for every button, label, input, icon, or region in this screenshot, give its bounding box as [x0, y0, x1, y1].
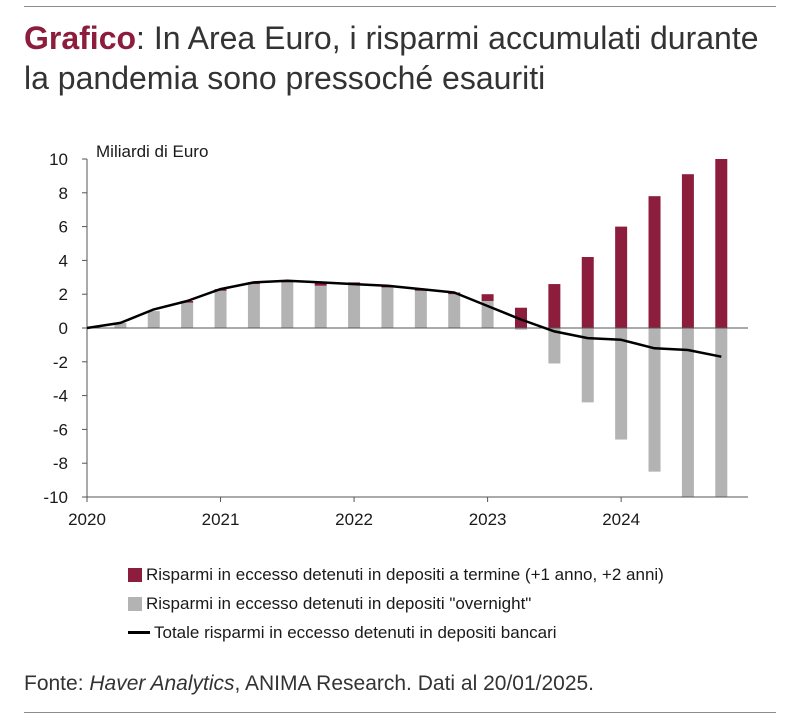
source-italic: Haver Analytics — [89, 672, 235, 695]
legend-swatch-total — [128, 631, 150, 634]
bar-overnight — [214, 290, 227, 328]
source-rest: , ANIMA Research. Dati al 20/01/2025. — [234, 672, 595, 695]
top-divider — [24, 6, 776, 7]
bar-overnight — [615, 328, 628, 440]
bar-overnight — [648, 328, 661, 472]
y-axis-label: Miliardi di Euro — [96, 142, 208, 161]
bar-term — [481, 294, 494, 301]
legend-label-overnight-deposits: Risparmi in eccesso detenuti in depositi… — [146, 593, 532, 613]
line-total — [86, 279, 722, 358]
bar-term — [581, 257, 594, 328]
source-prefix: Fonte: — [24, 672, 90, 695]
bar-overnight — [548, 328, 561, 364]
bar-overnight — [681, 328, 694, 497]
legend-swatch-overnight-deposits — [128, 596, 142, 611]
source-note: Fonte: Haver Analytics, ANIMA Research. … — [24, 672, 594, 696]
legend-item-overnight-deposits: Risparmi in eccesso detenuti in depositi… — [128, 589, 664, 618]
title-prefix: Grafico — [24, 20, 137, 56]
y-tick-label: -4 — [53, 387, 68, 406]
y-tick-label: -10 — [43, 488, 68, 507]
x-tick-label: 2020 — [68, 510, 106, 529]
bar-term — [648, 196, 661, 328]
legend-item-total: Totale risparmi in eccesso detenuti in d… — [128, 618, 664, 647]
x-tick-label: 2023 — [469, 510, 507, 529]
legend-label-term-deposits: Risparmi in eccesso detenuti in depositi… — [146, 564, 664, 584]
legend-item-term-deposits: Risparmi in eccesso detenuti in depositi… — [128, 560, 664, 589]
y-tick-label: -2 — [53, 353, 68, 372]
bar-term — [681, 174, 694, 328]
bar-term — [314, 282, 327, 286]
bar-overnight — [247, 284, 260, 328]
y-tick-label: 8 — [59, 184, 68, 203]
bar-overnight — [581, 328, 594, 403]
legend-label-total: Totale risparmi in eccesso detenuti in d… — [154, 622, 557, 642]
bar-term — [615, 226, 628, 328]
y-tick-label: -6 — [53, 420, 68, 439]
bar-overnight — [715, 328, 728, 497]
bottom-divider — [24, 712, 776, 713]
bar-term — [548, 284, 561, 328]
y-tick-label: 0 — [59, 319, 68, 338]
y-tick-label: -8 — [53, 454, 68, 473]
title-text: In Area Euro, i risparmi accumulati dura… — [24, 20, 759, 96]
bar-overnight — [281, 282, 294, 328]
y-tick-label: 6 — [59, 218, 68, 237]
title-colon: : — [136, 20, 145, 56]
bar-overnight — [448, 294, 461, 328]
legend-swatch-term-deposits — [128, 567, 142, 582]
bar-overnight — [181, 302, 194, 328]
bar-term — [514, 307, 527, 328]
bar-overnight — [114, 322, 127, 328]
bar-overnight — [314, 285, 327, 328]
bar-term — [715, 159, 728, 328]
y-tick-label: 4 — [59, 251, 68, 270]
bar-overnight — [514, 328, 527, 330]
x-tick-label: 2024 — [602, 510, 640, 529]
bar-overnight — [414, 290, 427, 328]
bar-overnight — [348, 284, 361, 328]
y-tick-label: 2 — [59, 285, 68, 304]
x-tick-label: 2021 — [202, 510, 240, 529]
chart-legend: Risparmi in eccesso detenuti in depositi… — [128, 560, 664, 647]
page-title: Grafico: In Area Euro, i risparmi accumu… — [24, 18, 784, 98]
y-tick-label: 10 — [49, 150, 68, 169]
bar-overnight — [381, 287, 394, 328]
bar-overnight — [147, 311, 160, 328]
x-tick-label: 2022 — [335, 510, 373, 529]
